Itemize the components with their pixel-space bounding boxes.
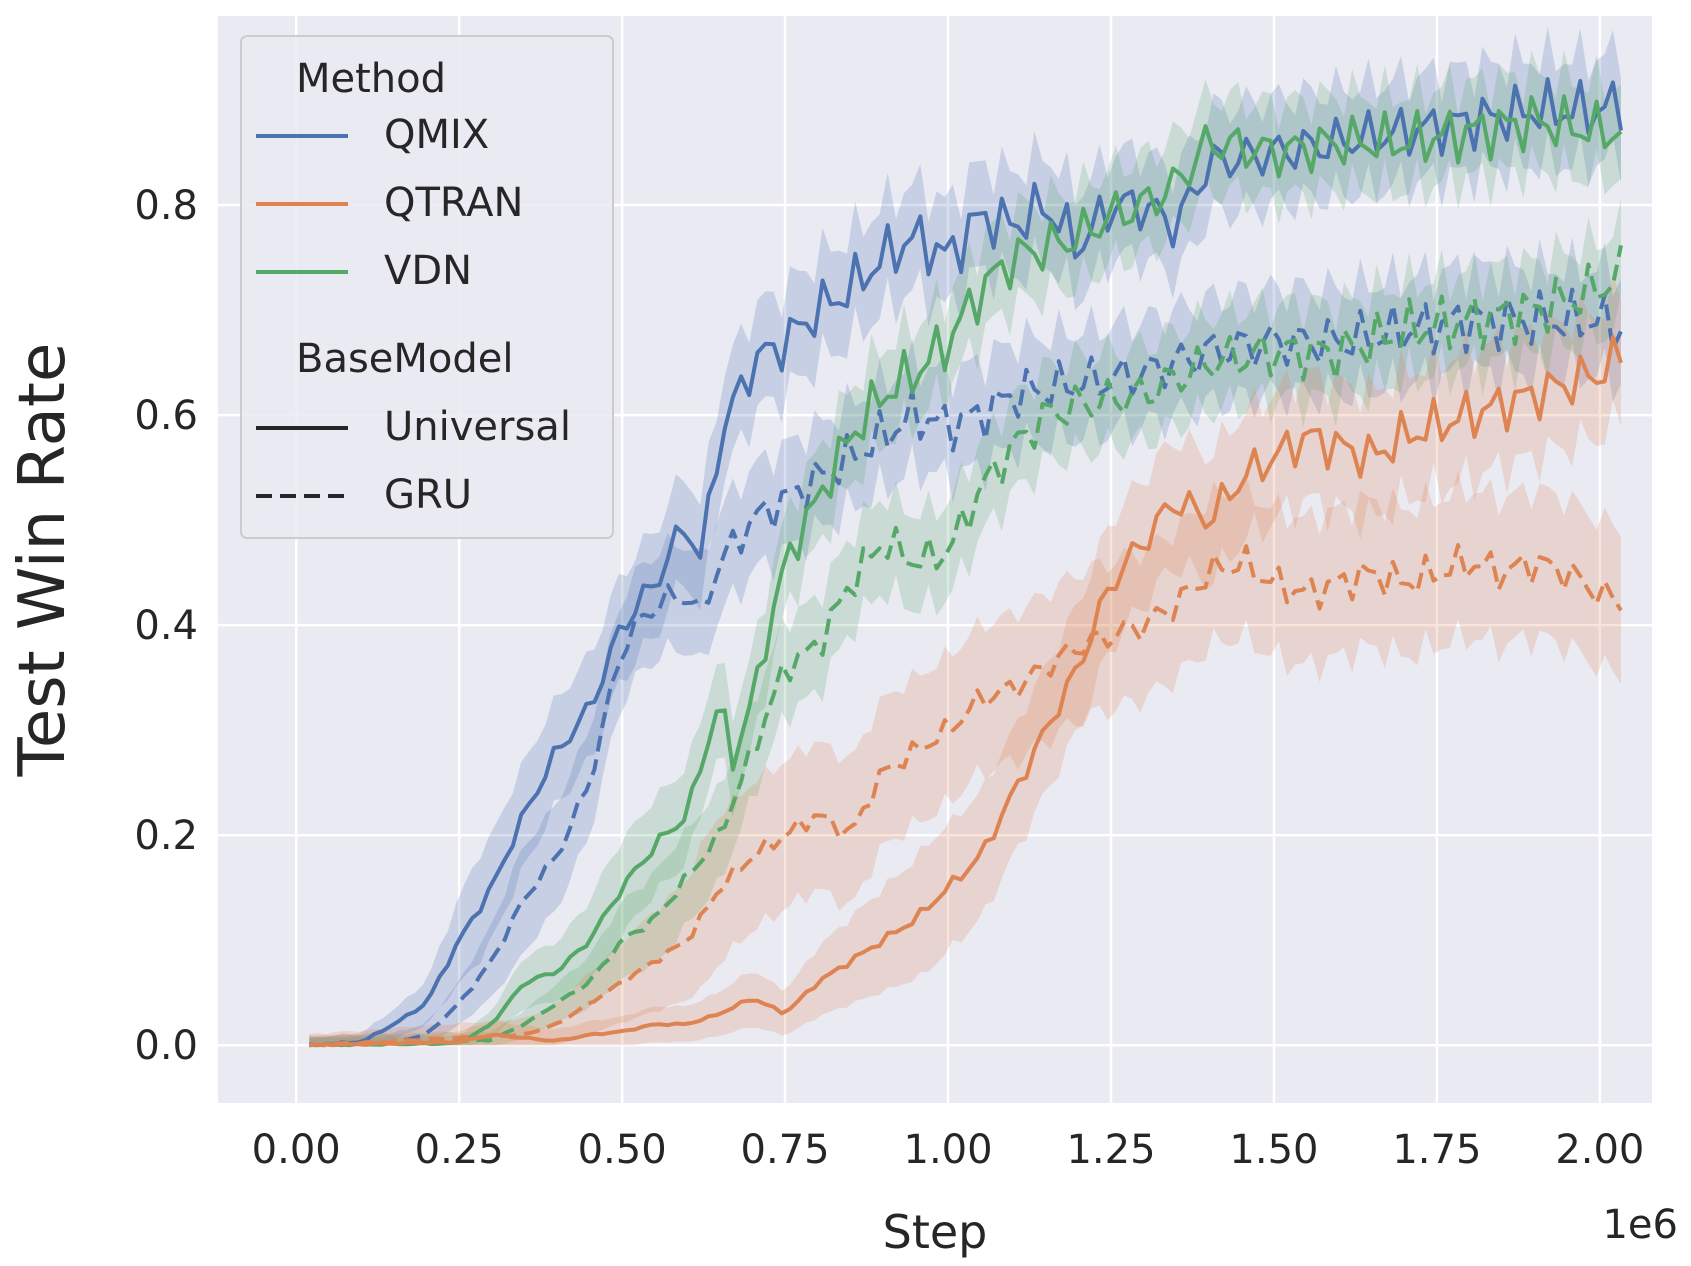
line-qtran-universal [309, 335, 1623, 1048]
legend-box [240, 35, 614, 539]
x-axis-label: Step [883, 1205, 988, 1259]
x-tick-label: 0.50 [578, 1127, 667, 1173]
line-qmix-universal [309, 77, 1623, 1047]
grid [218, 16, 1652, 1103]
series-lines [309, 77, 1623, 1048]
y-axis-label: Test Win Rate [6, 343, 80, 778]
y-tick-label: 0.0 [134, 1023, 198, 1069]
legend-method-title: Method [296, 56, 446, 102]
tick-labels: 0.00 0.25 0.50 0.75 1.00 1.25 1.50 1.75 2.00 0.0 0… [134, 183, 1644, 1173]
y-tick-label: 0.4 [134, 603, 198, 649]
x-tick-label: 1.00 [904, 1127, 993, 1173]
x-tick-label: 1.25 [1066, 1127, 1155, 1173]
x-tick-label: 0.75 [741, 1127, 830, 1173]
x-tick-label: 0.25 [415, 1127, 504, 1173]
x-tick-label: 1.50 [1229, 1127, 1318, 1173]
band-qtran-gru [309, 471, 1621, 1046]
legend-method-entries: QMIX QTRAN VDN [256, 112, 523, 294]
legend-label-universal: Universal [384, 404, 571, 450]
y-tick-label: 0.2 [134, 813, 198, 859]
legend: Method QMIX QTRAN VDN BaseModel Universal G… [240, 35, 614, 539]
legend-label-qtran: QTRAN [384, 180, 523, 226]
y-tick-label: 0.8 [134, 183, 198, 229]
x-axis-offset-label: 1e6 [1602, 1202, 1678, 1248]
legend-label-vdn: VDN [384, 248, 472, 294]
x-tick-label: 2.00 [1555, 1127, 1644, 1173]
x-tick-label: 1.75 [1392, 1127, 1481, 1173]
line-vdn-gru [309, 244, 1623, 1048]
x-tick-label: 0.00 [252, 1127, 341, 1173]
legend-basemodel-entries: Universal GRU [256, 404, 571, 518]
line-qtran-gru [309, 543, 1623, 1048]
y-tick-label: 0.6 [134, 393, 198, 439]
line-qmix-gru [309, 287, 1623, 1048]
band-qtran-universal [309, 274, 1621, 1046]
line-vdn-universal [309, 94, 1623, 1048]
band-vdn-gru [309, 198, 1621, 1046]
legend-label-qmix: QMIX [384, 112, 489, 158]
legend-label-gru: GRU [384, 472, 472, 518]
legend-basemodel-title: BaseModel [296, 336, 514, 382]
